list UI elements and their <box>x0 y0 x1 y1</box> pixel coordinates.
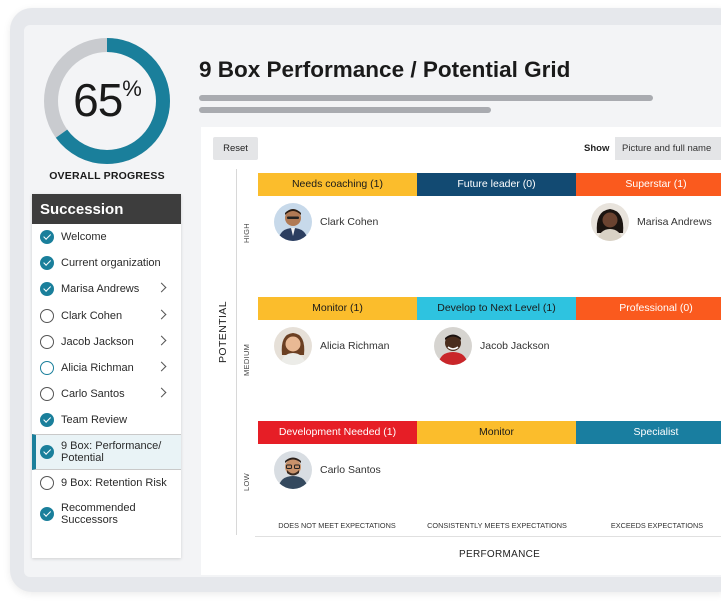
circle-icon <box>40 334 54 349</box>
check-icon <box>40 282 54 297</box>
chevron-right-icon <box>156 282 167 293</box>
chevron-right-icon <box>156 309 167 320</box>
page-title: 9 Box Performance / Potential Grid <box>199 57 571 82</box>
sidebar-item-label: Current organization <box>61 257 161 270</box>
row-label-low: LOW <box>242 473 251 491</box>
sidebar-item-label: Recommended Successors <box>61 501 136 526</box>
progress-number: 65 <box>73 74 123 126</box>
sidebar-item-9box-retention[interactable]: 9 Box: Retention Risk <box>32 470 181 496</box>
avatar <box>591 203 629 241</box>
column-label-exceeds: EXCEEDS EXPECTATIONS <box>610 521 704 530</box>
person-card[interactable]: Alicia Richman <box>274 327 389 365</box>
show-select[interactable]: Picture and full name <box>615 137 721 160</box>
sidebar-item-9box-performance[interactable]: 9 Box: Performance/ Potential <box>32 433 181 470</box>
box-header-monitor-medium[interactable]: Monitor (1) <box>258 297 417 320</box>
progress-unit: % <box>122 75 142 101</box>
show-label: Show <box>584 143 610 154</box>
placeholder-text-line <box>199 95 653 101</box>
circle-icon <box>40 387 54 402</box>
box-header-specialist[interactable]: Specialist <box>576 421 721 444</box>
sidebar-item-team-review[interactable]: Team Review <box>32 407 181 433</box>
check-icon <box>40 506 54 521</box>
sidebar-item-jacob-jackson[interactable]: Jacob Jackson <box>32 329 181 355</box>
sidebar-item-label: 9 Box: Performance/ Potential <box>61 439 162 464</box>
avatar <box>274 327 312 365</box>
reset-button[interactable]: Reset <box>213 137 258 160</box>
succession-sidebar: Succession Welcome Current organization … <box>32 194 181 558</box>
performance-axis-label: PERFORMANCE <box>459 549 541 560</box>
row-label-medium: MEDIUM <box>242 343 251 376</box>
sidebar-item-recommended-successors[interactable]: Recommended Successors <box>32 496 181 532</box>
avatar <box>274 451 312 489</box>
sidebar-item-clark-cohen[interactable]: Clark Cohen <box>32 303 181 329</box>
progress-ring-fill <box>44 38 170 164</box>
circle-icon <box>40 308 54 323</box>
check-icon <box>40 256 54 271</box>
sidebar-item-label: Welcome <box>61 231 107 244</box>
box-header-superstar[interactable]: Superstar (1) <box>576 173 721 196</box>
circle-icon <box>40 475 54 490</box>
box-header-future-leader[interactable]: Future leader (0) <box>417 173 576 196</box>
box-header-professional[interactable]: Professional (0) <box>576 297 721 320</box>
sidebar-item-label: Jacob Jackson <box>61 335 134 348</box>
sidebar-title: Succession <box>32 194 181 224</box>
potential-axis-label: POTENTIAL <box>217 301 229 363</box>
box-header-development-needed[interactable]: Development Needed (1) <box>258 421 417 444</box>
progress-label: OVERALL PROGRESS <box>49 170 165 182</box>
person-card[interactable]: Clark Cohen <box>274 203 378 241</box>
circle-icon <box>40 361 54 376</box>
box-header-monitor-low[interactable]: Monitor <box>417 421 576 444</box>
person-name: Clark Cohen <box>320 216 379 228</box>
nine-box-panel: Reset Show Picture and full name POTENTI… <box>201 127 721 575</box>
x-axis-line <box>255 536 721 537</box>
progress-ring <box>44 38 170 164</box>
sidebar-item-welcome[interactable]: Welcome <box>32 224 181 250</box>
column-label-does-not-meet: DOES NOT MEET EXPECTATIONS <box>278 521 396 530</box>
sidebar-item-label: 9 Box: Retention Risk <box>61 476 167 489</box>
sidebar-item-label: Marisa Andrews <box>61 283 140 296</box>
person-name: Jacob Jackson <box>480 340 550 352</box>
check-icon <box>40 444 54 459</box>
person-card[interactable]: Marisa Andrews <box>591 203 712 241</box>
sidebar-item-carlo-santos[interactable]: Carlo Santos <box>32 381 181 407</box>
progress-percent: 65% <box>42 73 172 127</box>
chevron-right-icon <box>156 335 167 346</box>
sidebar-item-marisa-andrews[interactable]: Marisa Andrews <box>32 276 181 302</box>
sidebar-item-label: Alicia Richman <box>61 362 134 375</box>
chevron-right-icon <box>156 387 167 398</box>
avatar <box>274 203 312 241</box>
avatar <box>434 327 472 365</box>
box-header-needs-coaching[interactable]: Needs coaching (1) <box>258 173 417 196</box>
sidebar-list: Welcome Current organization Marisa Andr… <box>32 224 181 532</box>
person-name: Alicia Richman <box>320 340 390 352</box>
sidebar-item-current-organization[interactable]: Current organization <box>32 250 181 276</box>
person-card[interactable]: Carlo Santos <box>274 451 381 489</box>
box-header-develop-next-level[interactable]: Develop to Next Level (1) <box>417 297 576 320</box>
sidebar-item-alicia-richman[interactable]: Alicia Richman <box>32 355 181 381</box>
chevron-right-icon <box>156 361 167 372</box>
sidebar-item-label: Clark Cohen <box>61 309 123 322</box>
placeholder-text-line <box>199 107 491 113</box>
person-card[interactable]: Jacob Jackson <box>434 327 549 365</box>
person-name: Marisa Andrews <box>637 216 712 228</box>
sidebar-item-label: Team Review <box>61 414 128 427</box>
sidebar-item-label: Carlo Santos <box>61 388 125 401</box>
y-axis-line <box>236 169 237 535</box>
check-icon <box>40 413 54 428</box>
row-label-high: HIGH <box>242 223 251 243</box>
person-name: Carlo Santos <box>320 464 381 476</box>
column-label-consistently-meets: CONSISTENTLY MEETS EXPECTATIONS <box>427 521 567 530</box>
check-icon <box>40 230 54 245</box>
